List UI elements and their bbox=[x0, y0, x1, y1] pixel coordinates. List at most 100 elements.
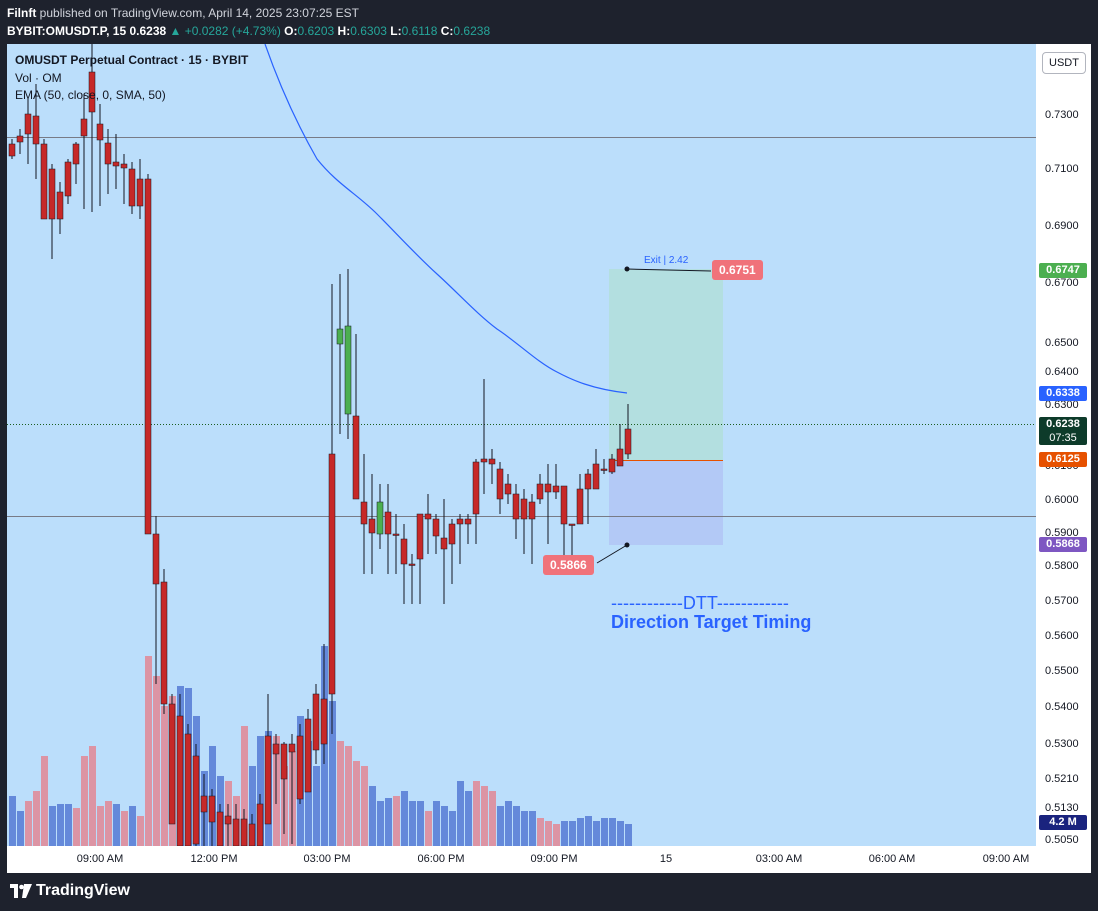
volume-legend[interactable]: Vol · OM bbox=[15, 71, 62, 85]
candle-body bbox=[512, 493, 520, 520]
currency-button[interactable]: USDT bbox=[1042, 52, 1086, 74]
candle-body bbox=[592, 463, 600, 490]
price-tick: 0.7300 bbox=[1045, 109, 1079, 121]
candle-body bbox=[424, 513, 432, 520]
volume-bar bbox=[537, 818, 544, 846]
candle bbox=[224, 804, 232, 846]
candle-body bbox=[440, 537, 448, 550]
target-point bbox=[624, 266, 630, 272]
candle bbox=[480, 379, 488, 494]
candle-body bbox=[216, 811, 224, 846]
candle bbox=[360, 454, 368, 574]
chart-pane[interactable]: OMUSDT Perpetual Contract · 15 · BYBIT V… bbox=[7, 44, 1036, 846]
candle bbox=[48, 164, 56, 259]
price-tick: 0.5050 bbox=[1045, 834, 1079, 846]
ema-legend[interactable]: EMA (50, close, 0, SMA, 50) bbox=[15, 88, 166, 102]
volume-bar bbox=[33, 791, 40, 846]
time-tick: 12:00 PM bbox=[190, 853, 238, 865]
stop-point bbox=[624, 542, 630, 548]
candle bbox=[112, 134, 120, 189]
candle-body bbox=[224, 815, 232, 825]
price-axis[interactable]: USDT 0.7300 0.7100 0.6900 0.6700 0.6500 … bbox=[1036, 44, 1091, 846]
candle-body bbox=[168, 703, 176, 825]
candle bbox=[40, 139, 48, 220]
candle-body bbox=[16, 135, 24, 143]
candle bbox=[344, 269, 352, 439]
stop-zone bbox=[609, 461, 723, 545]
target-price-label[interactable]: 0.6751 bbox=[712, 260, 763, 280]
volume-bar bbox=[89, 746, 96, 846]
chart-canvas[interactable] bbox=[7, 44, 1036, 846]
candle bbox=[160, 569, 168, 714]
volume-bar bbox=[585, 816, 592, 846]
candle bbox=[32, 84, 40, 179]
time-axis[interactable]: 09:00 AM 12:00 PM 03:00 PM 06:00 PM 09:0… bbox=[7, 846, 1091, 873]
candle bbox=[184, 724, 192, 846]
publisher-name[interactable]: Filnft bbox=[7, 6, 37, 20]
candle-body bbox=[456, 518, 464, 525]
candle-body bbox=[560, 485, 568, 525]
exit-label: Exit | 2.42 bbox=[644, 255, 689, 266]
candle bbox=[168, 694, 176, 825]
candle-body bbox=[48, 168, 56, 220]
high-value: 0.6303 bbox=[350, 24, 387, 38]
stop-price-tag: 0.5868 bbox=[1039, 537, 1087, 552]
published-text: published on TradingView.com, April 14, … bbox=[39, 6, 359, 20]
price-tick: 0.6700 bbox=[1045, 277, 1079, 289]
candle bbox=[456, 514, 464, 564]
candle-body bbox=[296, 735, 304, 800]
high-label: H: bbox=[337, 24, 351, 38]
price-tick: 0.7100 bbox=[1045, 163, 1079, 175]
symbol-name: BYBIT:OMUSDT.P, 15 bbox=[7, 24, 127, 38]
last-price-tag: 0.6238 07:35 bbox=[1039, 417, 1087, 445]
volume-bar bbox=[73, 808, 80, 846]
volume-bar bbox=[353, 761, 360, 846]
bar-countdown: 07:35 bbox=[1049, 432, 1077, 444]
open-value: 0.6203 bbox=[297, 24, 335, 38]
volume-bar bbox=[465, 791, 472, 846]
candle-body bbox=[24, 113, 32, 135]
price-tick: 0.6400 bbox=[1045, 366, 1079, 378]
candle-body bbox=[288, 743, 296, 753]
volume-bar bbox=[337, 741, 344, 846]
candle bbox=[408, 554, 416, 604]
candle-body bbox=[544, 483, 552, 493]
volume-bar bbox=[481, 786, 488, 846]
candle-body bbox=[576, 488, 584, 525]
volume-bar bbox=[441, 806, 448, 846]
volume-bar bbox=[457, 781, 464, 846]
candle bbox=[200, 774, 208, 846]
price-tick: 0.5300 bbox=[1045, 738, 1079, 750]
candle-body bbox=[336, 328, 344, 345]
tradingview-logo[interactable]: TradingView bbox=[10, 882, 130, 900]
candle-body bbox=[240, 818, 248, 846]
candle bbox=[624, 404, 632, 459]
candle bbox=[496, 462, 504, 514]
volume-bar bbox=[577, 818, 584, 846]
candle bbox=[328, 284, 336, 734]
candle-body bbox=[8, 143, 16, 157]
candle-body bbox=[328, 453, 336, 695]
candle-body bbox=[272, 743, 280, 755]
candle-body bbox=[496, 468, 504, 500]
candle-body bbox=[392, 533, 400, 536]
volume-bars bbox=[9, 646, 632, 846]
ema-line bbox=[264, 44, 628, 394]
candle bbox=[96, 104, 104, 206]
candle bbox=[616, 424, 624, 467]
chart-title[interactable]: OMUSDT Perpetual Contract · 15 · BYBIT bbox=[15, 53, 249, 67]
volume-bar bbox=[385, 798, 392, 846]
candle bbox=[216, 804, 224, 846]
candle bbox=[336, 274, 344, 434]
candle bbox=[472, 459, 480, 544]
volume-bar bbox=[569, 821, 576, 846]
time-tick: 06:00 PM bbox=[417, 853, 465, 865]
candle-body bbox=[464, 518, 472, 525]
candle bbox=[552, 464, 560, 499]
candle bbox=[280, 742, 288, 834]
candle-body bbox=[448, 523, 456, 545]
stop-price-label[interactable]: 0.5866 bbox=[543, 555, 594, 575]
candle-body bbox=[160, 581, 168, 705]
candle bbox=[568, 523, 576, 559]
volume-bar bbox=[49, 806, 56, 846]
